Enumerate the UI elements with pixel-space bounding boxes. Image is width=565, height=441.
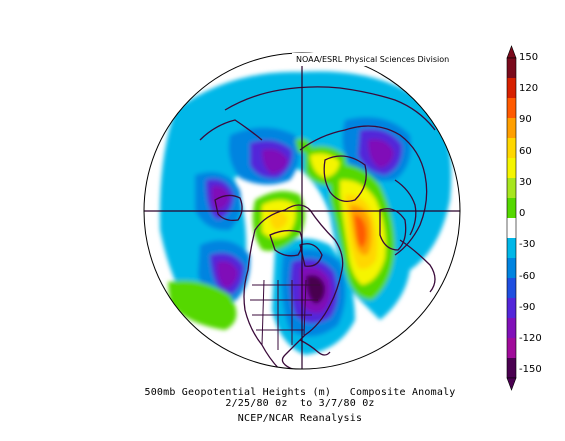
anomaly-minus120-ne [368, 139, 394, 168]
colorbar-tick-label: -30 [519, 239, 536, 251]
colorbar-swatch [507, 358, 516, 379]
graticule [144, 53, 460, 369]
colorbar-min-arrow [506, 377, 517, 391]
anomaly-minus150-s [306, 275, 326, 304]
colorbar-tick-label: -120 [519, 333, 542, 345]
colorbar-tick-label: -90 [519, 301, 536, 313]
anomaly-plus30-sw [168, 280, 237, 330]
colorbar-tick-label: 0 [519, 208, 526, 220]
anomaly-plus150-east [354, 215, 367, 248]
colorbar-tick-label: 120 [519, 83, 539, 95]
colorbar-tick-label: 150 [519, 52, 539, 63]
colorbar-swatch [507, 78, 516, 99]
anomaly-minus120-nw [262, 149, 288, 174]
colorbar-swatch [507, 58, 516, 79]
colorbar-tick-label: 90 [519, 114, 532, 126]
colorbar-swatch [507, 118, 516, 139]
colorbar-swatch [507, 318, 516, 339]
colorbar-max-arrow [506, 45, 517, 59]
colorbar-swatch [507, 278, 516, 299]
anomaly-field [144, 53, 460, 369]
colorbar-swatch [507, 218, 516, 239]
colorbar-swatch [507, 98, 516, 119]
caption-dates: 2/25/80 0z to 3/7/80 0z [225, 398, 375, 409]
anomaly-minus120-sw [216, 261, 238, 288]
colorbar-swatch [507, 298, 516, 319]
anomaly-plus90-center [269, 210, 288, 230]
colorbar-tick-label: -60 [519, 270, 536, 282]
colorbar-swatch [507, 198, 516, 219]
colorbar-swatch [507, 138, 516, 159]
anomaly-plus30-north-small [295, 138, 312, 153]
colorbar-swatch [507, 238, 516, 259]
anomaly-plus60-north [310, 153, 340, 178]
colorbar-tick-label: 60 [519, 145, 532, 157]
colorbar-tick-label: 30 [519, 176, 532, 188]
coastlines [199, 86, 436, 369]
colorbar-swatch [507, 178, 516, 199]
colorbar-swatch [507, 258, 516, 279]
colorbar-swatch [507, 338, 516, 359]
colorbar [506, 45, 517, 391]
caption-source: NCEP/NCAR Reanalysis [237, 413, 363, 424]
credit-label: NOAA/ESRL Physical Sciences Division [292, 53, 466, 66]
colorbar-tick-label: -150 [519, 364, 542, 376]
colorbar-swatch [507, 158, 516, 179]
caption-title: 500mb Geopotential Heights (m) Composite… [144, 387, 456, 398]
